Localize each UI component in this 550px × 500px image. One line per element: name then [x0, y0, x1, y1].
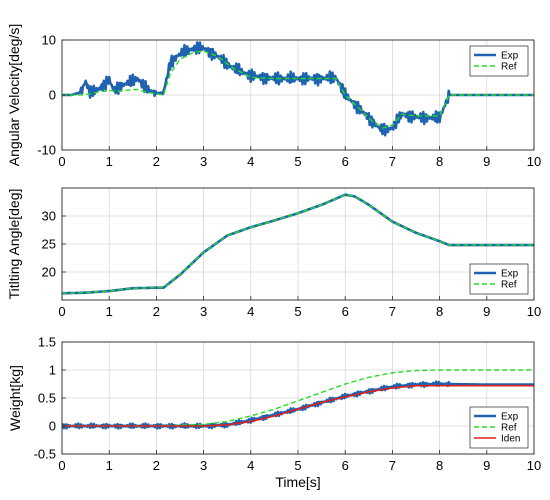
- legend-label: Iden: [501, 434, 520, 445]
- y-tick-label: 30: [42, 209, 56, 224]
- x-tick-label: 5: [294, 304, 301, 319]
- legend-box: [469, 45, 529, 77]
- x-tick-label: 8: [436, 458, 443, 473]
- x-tick-label: 0: [58, 458, 65, 473]
- legend-label: Exp: [501, 269, 519, 280]
- x-tick-label: 10: [527, 458, 541, 473]
- x-tick-label: 7: [389, 154, 396, 169]
- y-tick-label: -0.5: [34, 447, 56, 462]
- legend-label: Ref: [501, 62, 517, 73]
- chart-panel-2: 0 1 2 3 4 5 6 7 8 9 10 20 25 30 Titlting Angle[deg] Exp…: [6, 187, 541, 319]
- legend-box: [469, 406, 529, 449]
- x-tick-label: 3: [200, 458, 207, 473]
- x-tick-label: 9: [483, 304, 490, 319]
- x-tick-label: 9: [483, 458, 490, 473]
- x-tick-label: 4: [247, 304, 254, 319]
- y-tick-label: 0.5: [38, 391, 56, 406]
- x-tick-label: 0: [58, 304, 65, 319]
- y-axis-label: Weight[kg]: [7, 365, 23, 431]
- y-tick-label: 0: [49, 419, 56, 434]
- x-tick-label: 5: [294, 154, 301, 169]
- y-tick-label: 1: [49, 363, 56, 378]
- x-tick-label: 1: [106, 304, 113, 319]
- chart-panel-3: 0 1 2 3 4 5 6 7 8 9 10-0.500.511.5Weight[kg]Time[s…: [7, 335, 541, 491]
- series-line-iden: [62, 384, 534, 427]
- x-tick-label: 1: [106, 154, 113, 169]
- x-tick-label: 6: [342, 458, 349, 473]
- y-tick-label: -10: [37, 143, 56, 158]
- x-tick-label: 0: [58, 154, 65, 169]
- series-line-ref: [62, 193, 534, 294]
- x-tick-label: 1: [106, 458, 113, 473]
- legend-label: Exp: [501, 51, 519, 62]
- x-tick-label: 6: [342, 304, 349, 319]
- y-tick-label: 0: [49, 88, 56, 103]
- x-tick-label: 4: [247, 154, 254, 169]
- series-line-ref: [62, 369, 534, 427]
- x-tick-label: 10: [527, 154, 541, 169]
- x-tick-label: 8: [436, 154, 443, 169]
- y-tick-label: 20: [42, 265, 56, 280]
- x-tick-label: 2: [153, 154, 160, 169]
- legend-box: [469, 263, 529, 295]
- legend-label: Ref: [501, 280, 517, 291]
- y-axis-label: Angular Velocity[deg/s]: [6, 24, 22, 166]
- x-tick-label: 6: [342, 154, 349, 169]
- x-tick-label: 2: [153, 458, 160, 473]
- x-tick-label: 4: [247, 458, 254, 473]
- x-axis-label: Time[s]: [275, 474, 320, 490]
- y-axis-label: Titlting Angle[deg]: [6, 189, 22, 300]
- x-tick-label: 9: [483, 154, 490, 169]
- x-tick-label: 3: [200, 304, 207, 319]
- x-tick-label: 2: [153, 304, 160, 319]
- x-tick-label: 5: [294, 458, 301, 473]
- x-tick-label: 7: [389, 458, 396, 473]
- series-line-ref: [62, 50, 534, 129]
- legend-label: Exp: [501, 412, 519, 423]
- y-tick-label: 1.5: [38, 335, 56, 350]
- x-tick-label: 10: [527, 304, 541, 319]
- x-tick-label: 7: [389, 304, 396, 319]
- legend-label: Ref: [501, 423, 517, 434]
- y-tick-label: 10: [42, 33, 56, 48]
- y-tick-label: 25: [42, 237, 56, 252]
- x-tick-label: 8: [436, 304, 443, 319]
- x-tick-label: 3: [200, 154, 207, 169]
